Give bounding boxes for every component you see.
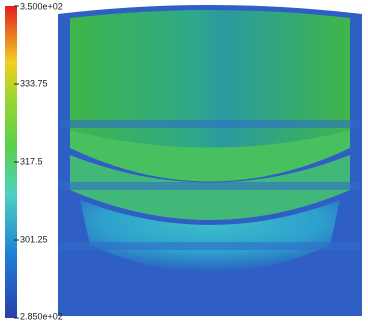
tick-label: 301.25 <box>20 234 48 244</box>
tick-label: 3.500e+02 <box>20 1 63 11</box>
tick-label: 317.5 <box>20 156 43 166</box>
model-render <box>58 5 362 316</box>
tick-label: 333.75 <box>20 78 48 88</box>
tick-label: 2.850e+02 <box>20 311 63 321</box>
